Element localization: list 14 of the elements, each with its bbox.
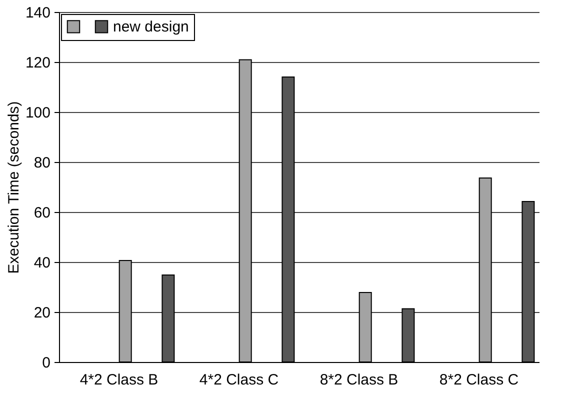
x-tick-label: 4*2 Class C [199,372,279,388]
y-tick-label: 60 [34,204,50,222]
legend-label: new design [113,18,189,36]
y-tick-label: 40 [34,254,50,272]
y-tick-label: 100 [25,104,50,122]
y-tick-label: 20 [34,304,50,322]
x-tick-label: 8*2 Class B [320,372,398,388]
y-tick-label: 120 [25,54,50,72]
x-tick-label: 8*2 Class C [439,372,519,388]
y-tick-label: 140 [25,4,50,22]
y-tick-label: 0 [42,354,50,372]
x-tick-label: 4*2 Class B [80,372,158,388]
y-axis-title: Execution Time (seconds) [5,101,22,274]
y-tick-label: 80 [34,154,50,172]
